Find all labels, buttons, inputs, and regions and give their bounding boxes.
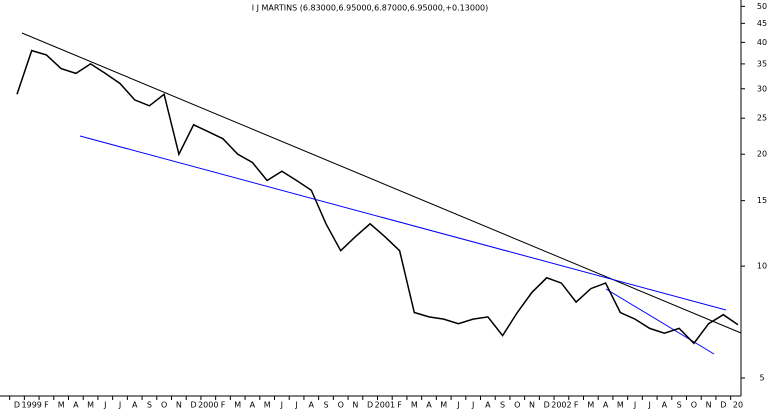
x-tick-label: M: [87, 401, 94, 410]
x-tick-label: D: [720, 401, 726, 410]
x-tick-label: N: [706, 401, 712, 410]
x-tick-label: A: [250, 401, 256, 410]
x-tick-label: A: [426, 401, 432, 410]
trend-line: [79, 135, 727, 311]
x-tick-label: O: [514, 401, 520, 410]
x-tick-label: A: [485, 401, 491, 410]
x-tick-label: J: [280, 401, 283, 410]
x-tick-label: 2001: [375, 401, 395, 410]
x-tick-label: N: [529, 401, 535, 410]
x-tick-label: D: [14, 401, 20, 410]
x-tick-label: S: [500, 401, 505, 410]
x-tick-label: M: [440, 401, 447, 410]
y-tick-label: 45: [757, 19, 767, 28]
y-tick-label: 30: [757, 84, 767, 93]
x-tick-label: N: [352, 401, 358, 410]
x-tick-label: N: [176, 401, 182, 410]
x-tick-label: A: [309, 401, 315, 410]
x-tick-label: M: [411, 401, 418, 410]
price-line: [16, 49, 739, 345]
x-tick-label: O: [161, 401, 167, 410]
x-tick-label: F: [44, 401, 49, 410]
y-tick-label: 50: [757, 2, 767, 11]
x-tick-label: J: [648, 401, 651, 410]
x-tick-label: O: [691, 401, 697, 410]
y-tick-label: 10: [757, 262, 767, 271]
x-tick-label: F: [574, 401, 579, 410]
x-tick-label: 20: [733, 401, 743, 410]
x-tick-label: A: [603, 401, 609, 410]
x-tick-label: F: [397, 401, 402, 410]
x-tick-label: S: [323, 401, 328, 410]
x-tick-label: 1999: [22, 401, 42, 410]
x-tick-label: M: [587, 401, 594, 410]
y-tick-label: 20: [757, 150, 767, 159]
x-tick-label: O: [338, 401, 344, 410]
x-tick-label: J: [118, 401, 121, 410]
y-tick-label: 35: [757, 59, 767, 68]
x-tick-label: A: [73, 401, 79, 410]
y-tick-label: 15: [757, 196, 767, 205]
trend-line: [605, 288, 715, 355]
x-tick-label: J: [103, 401, 106, 410]
y-tick-label: 5: [759, 373, 764, 382]
x-tick-label: M: [264, 401, 271, 410]
y-tick-label: 25: [757, 114, 767, 123]
y-tick-label: 40: [757, 38, 767, 47]
x-tick-label: S: [677, 401, 682, 410]
x-tick-label: D: [190, 401, 196, 410]
x-tick-label: D: [367, 401, 373, 410]
x-tick-label: 2002: [551, 401, 571, 410]
x-tick-label: J: [294, 401, 297, 410]
x-tick-label: A: [132, 401, 138, 410]
chart-title: I J MARTINS (6.83000,6.95000,6.87000,6.9…: [252, 4, 489, 13]
x-tick-label: D: [544, 401, 550, 410]
x-tick-label: F: [221, 401, 226, 410]
x-tick-label: J: [471, 401, 474, 410]
x-tick-label: M: [234, 401, 241, 410]
x-tick-label: M: [58, 401, 65, 410]
x-tick-label: S: [147, 401, 152, 410]
x-tick-label: 2000: [198, 401, 218, 410]
x-tick-label: A: [662, 401, 668, 410]
x-tick-label: M: [617, 401, 624, 410]
x-tick-label: J: [456, 401, 459, 410]
x-tick-label: J: [633, 401, 636, 410]
trend-line: [21, 32, 742, 334]
